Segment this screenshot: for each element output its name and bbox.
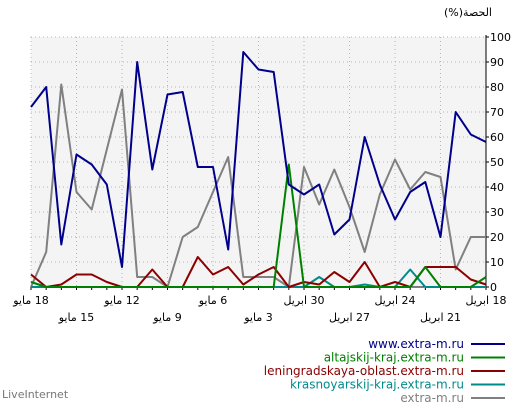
x-tick-label: 18 ابريل: [465, 294, 506, 307]
x-tick-label: 24 ابريل: [374, 294, 415, 307]
legend-entry-label: leningradskaya-oblast.extra-m.ru: [264, 364, 464, 378]
legend-entry-label: altajskij-kraj.extra-m.ru: [324, 351, 464, 365]
y-tick-label: 90: [490, 56, 504, 69]
y-ticks: 0 10 20 30 40 50 60 70 80 90 100: [486, 31, 511, 294]
series-line: [30, 51, 487, 268]
y-tick-label: 10: [490, 256, 504, 269]
series-lines: [30, 51, 487, 288]
y-tick-label: 0: [490, 281, 497, 294]
x-tick-label: 21 ابريل: [420, 311, 461, 324]
legend: www.extra-m.rualtajskij-kraj.extra-m.rul…: [264, 337, 505, 405]
y-axis-label: (%)الحصة: [444, 6, 492, 19]
legend-entry-label: www.extra-m.ru: [368, 337, 464, 351]
series-line: [30, 163, 487, 288]
x-tick-label: 18 مايو: [12, 294, 48, 307]
y-tick-label: 50: [490, 156, 504, 169]
footer-brand: LiveInternet: [2, 388, 69, 401]
x-tick-label: 30 ابريل: [283, 294, 324, 307]
x-tick-label: 15 مايو: [58, 311, 94, 324]
y-tick-label: 60: [490, 131, 504, 144]
y-tick-label: 80: [490, 81, 504, 94]
legend-entry-label: extra-m.ru: [400, 391, 464, 405]
x-tick-label: 6 مايو: [198, 294, 227, 307]
y-tick-label: 40: [490, 181, 504, 194]
x-tick-label: 3 مايو: [243, 311, 272, 324]
y-tick-label: 30: [490, 206, 504, 219]
legend-entry-label: krasnoyarskij-kraj.extra-m.ru: [290, 378, 464, 392]
y-tick-label: 100: [490, 31, 511, 44]
x-ticks: 18 مايو 12 مايو 6 مايو 30 ابريل 24 ابريل 18 ا…: [12, 287, 507, 324]
x-tick-label: 12 مايو: [103, 294, 139, 307]
y-tick-label: 70: [490, 106, 504, 119]
y-tick-label: 20: [490, 231, 504, 244]
series-line: [30, 83, 486, 288]
x-tick-label: 27 ابريل: [329, 311, 370, 324]
x-tick-label: 9 مايو: [152, 311, 181, 324]
